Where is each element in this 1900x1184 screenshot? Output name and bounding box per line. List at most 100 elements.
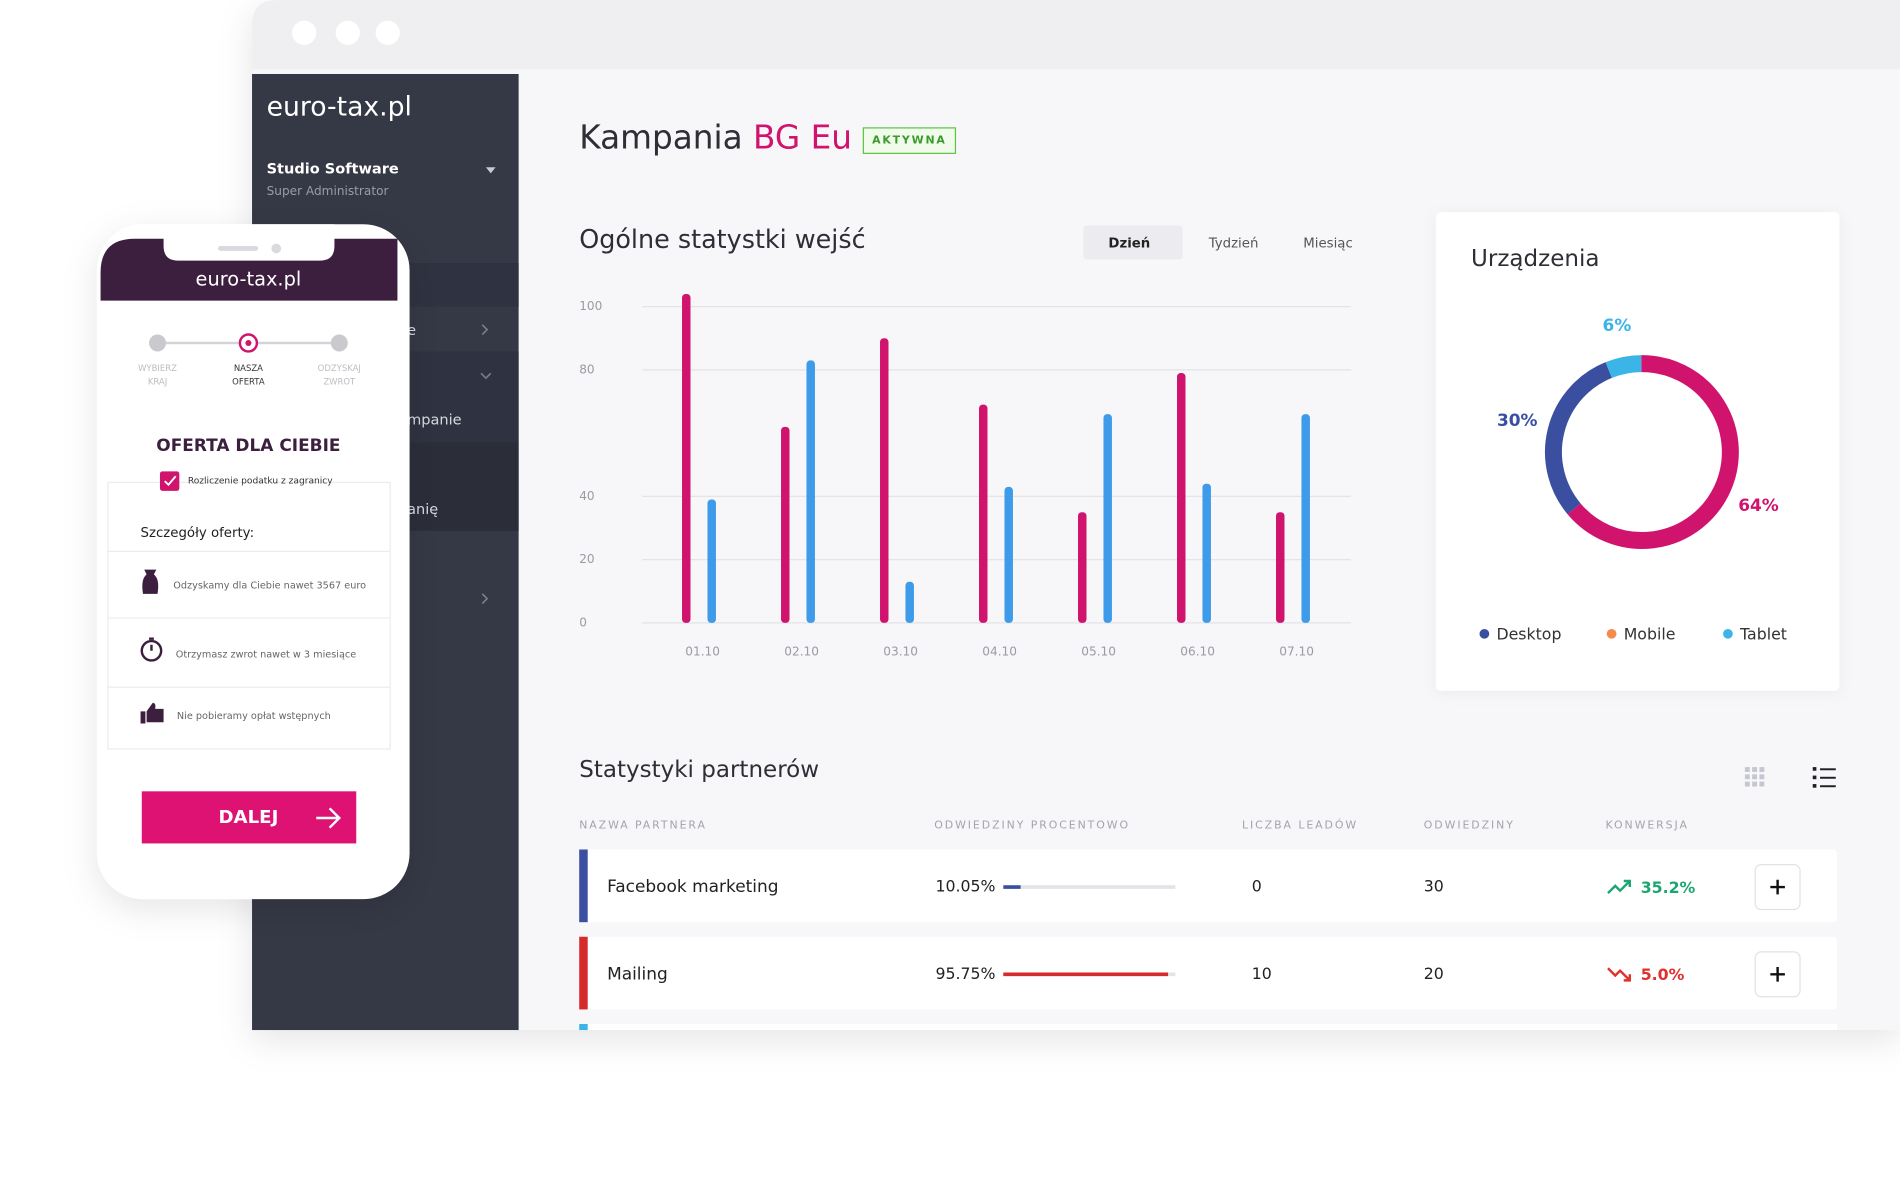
step [330, 334, 348, 352]
x-tick-label: 06.10 [1180, 644, 1215, 658]
thumb-icon [140, 702, 164, 724]
tab[interactable]: Miesiąc [1303, 237, 1353, 252]
column-header: ODWIEDZINY [1424, 818, 1515, 831]
bar-chart: Ogólne statystki wejść Dzień Tydzień Miesi… [579, 224, 1353, 658]
bar [1276, 512, 1285, 623]
bar [707, 499, 716, 623]
y-tick-label: 80 [579, 362, 594, 376]
detail-text: Otrzymasz zwrot nawet w 3 miesiące [176, 649, 357, 660]
x-tick-label: 07.10 [1279, 644, 1314, 658]
bar [1103, 414, 1112, 623]
timer-icon [140, 639, 163, 662]
phone-camera [271, 243, 282, 254]
x-tick-label: 05.10 [1081, 644, 1116, 658]
status-text: AKTYWNA [872, 134, 946, 147]
icon-cell [1759, 774, 1765, 780]
plus-icon [1770, 967, 1785, 982]
x-tick-label: 03.10 [883, 644, 918, 658]
bar [781, 426, 790, 623]
money-icon [142, 569, 159, 594]
icon-cell [1744, 781, 1750, 787]
bar [905, 581, 914, 623]
legend-dot [1606, 628, 1617, 639]
detail-text: Odzyskamy dla Ciebie nawet 3567 euro [173, 580, 366, 591]
bar [806, 360, 815, 623]
offer-heading: OFERTA DLA CIEBIE [156, 435, 340, 455]
step-label: KRAJ [148, 376, 167, 386]
chart-title: Ogólne statystki wejść [579, 224, 865, 254]
sidebar-item[interactable]: mpanie [407, 413, 462, 429]
checkbox-label: Rozliczenie podatku z zagranicy [188, 477, 333, 487]
leads-text: 10 [1252, 964, 1272, 983]
user-dropdown[interactable] [485, 167, 496, 174]
icon-cell [1752, 774, 1758, 780]
page-title: Kampania BG Eu [579, 118, 852, 156]
legend-dot [1723, 628, 1733, 639]
sidebar-item[interactable]: e [407, 323, 416, 339]
phone-logo: euro-tax.pl [196, 267, 302, 290]
icon-dot [1812, 767, 1817, 771]
partner-name: Facebook marketing [607, 876, 778, 896]
window-dot [292, 20, 317, 45]
bar [880, 338, 889, 623]
chevron [480, 372, 492, 380]
devices-card [1435, 212, 1840, 691]
icon-dot [1812, 784, 1817, 788]
timer-hand [149, 637, 154, 651]
checkbox[interactable] [159, 471, 180, 491]
chevron [481, 324, 489, 336]
share-track [1003, 885, 1176, 889]
y-tick-label: 40 [579, 489, 594, 503]
icon-cell [1752, 767, 1758, 772]
icon-cell [1759, 767, 1765, 772]
icon-dot [1812, 775, 1817, 780]
share-text: 10.05% [935, 877, 995, 896]
x-tick-label: 04.10 [982, 644, 1017, 658]
step-label: ZWROT [323, 376, 356, 386]
y-tick-label: 0 [579, 615, 587, 629]
icon-cell [1759, 781, 1765, 787]
table-row-partial [579, 1023, 1837, 1031]
tab-active-bg[interactable] [1083, 225, 1183, 260]
table-row [579, 936, 1837, 1010]
row-accent [579, 849, 588, 923]
tab[interactable]: Dzień [1108, 236, 1150, 252]
bar [1078, 512, 1087, 623]
bar [979, 404, 988, 623]
tab[interactable]: Tydzień [1208, 236, 1259, 252]
phone-notch [163, 224, 335, 261]
leads-text: 0 [1252, 877, 1262, 896]
sidebar-user: Studio Software [267, 162, 399, 178]
chart-title: Urządzenia [1471, 246, 1599, 272]
grid-view-button[interactable] [1744, 767, 1765, 787]
chevron [481, 593, 489, 605]
campaign-name: BG Eu [753, 118, 852, 156]
visits-text: 30 [1424, 877, 1444, 896]
icon-line [1820, 768, 1836, 771]
partners-table: Statystyki partnerów NAZWA PARTNERA ODWIE… [579, 757, 1837, 1031]
details-title: Szczegóły oferty: [141, 525, 255, 541]
list-view-button[interactable] [1812, 767, 1836, 788]
partner-name: Mailing [607, 963, 668, 983]
step-label: WYBIERZ [138, 363, 177, 373]
share-bar [1003, 972, 1169, 977]
conversion-text: 35.2% [1641, 878, 1696, 897]
sidebar-item[interactable]: anię [407, 502, 438, 518]
status-badge [862, 127, 957, 154]
column-header: LICZBA LEADÓW [1242, 818, 1358, 831]
step-label: NASZA [234, 363, 263, 373]
share-text: 95.75% [935, 964, 995, 983]
row-accent [579, 936, 588, 1010]
detail-text: Nie pobieramy opłat wstępnych [177, 711, 331, 722]
phone: euro-tax.pl WYBIERZ KRAJ NASZA OFERTA ODZYSK… [96, 224, 410, 900]
window-dot [375, 20, 400, 45]
section-title: Statystyki partnerów [579, 757, 819, 783]
column-header: NAZWA PARTNERA [579, 818, 707, 831]
visits-text: 20 [1424, 964, 1444, 983]
donut-value-label: 30% [1497, 410, 1538, 430]
icon-cell [1744, 774, 1750, 780]
bar [1301, 414, 1310, 623]
x-tick-label: 02.10 [784, 644, 819, 658]
sidebar-logo: euro-tax.pl [267, 91, 412, 122]
donut-chart: Urządzenia 30% 64% 6% Desktop Mobile Tablet [1471, 246, 1787, 644]
